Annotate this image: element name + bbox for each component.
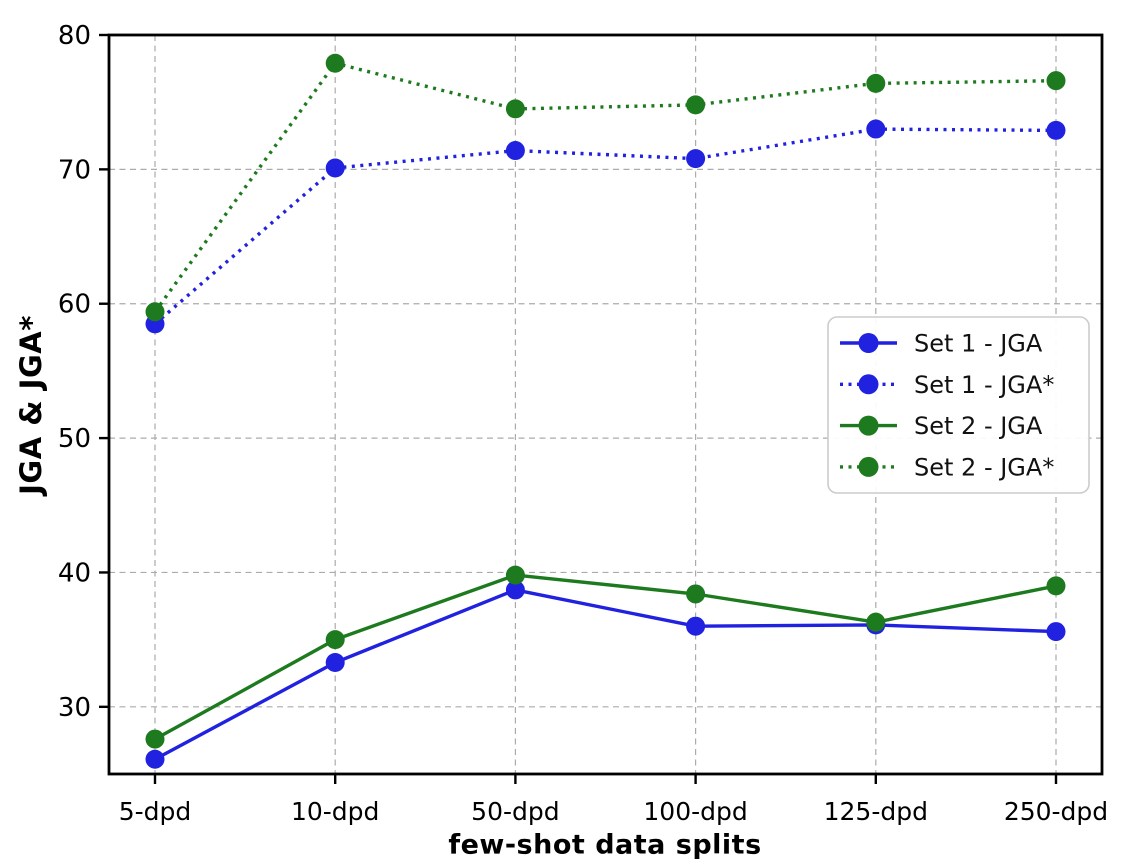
y-tick-label: 50 bbox=[58, 424, 91, 454]
series-line-set-2-jga- bbox=[153, 61, 1057, 313]
data-point bbox=[1046, 120, 1066, 140]
legend-sample-marker bbox=[858, 333, 879, 353]
data-point bbox=[325, 652, 345, 672]
data-point bbox=[325, 630, 345, 650]
x-tick-label: 5-dpd bbox=[119, 797, 192, 826]
y-tick-label: 30 bbox=[58, 693, 91, 723]
legend-sample-marker bbox=[858, 374, 879, 395]
x-tick-label: 250-dpd bbox=[1004, 797, 1108, 826]
data-point bbox=[505, 580, 525, 600]
series-line-set-2-jga bbox=[154, 573, 1057, 741]
x-axis-label: few-shot data splits bbox=[448, 829, 762, 861]
x-tick-label: 125-dpd bbox=[824, 797, 928, 826]
data-point bbox=[686, 149, 706, 169]
data-point bbox=[505, 141, 525, 161]
legend-item-label: Set 2 - JGA bbox=[914, 412, 1043, 440]
y-tick-label: 40 bbox=[58, 558, 91, 588]
data-point bbox=[325, 158, 345, 178]
series-line-set-1-jga bbox=[154, 588, 1057, 761]
data-point bbox=[145, 729, 165, 749]
data-point bbox=[866, 612, 886, 632]
y-tick-label: 80 bbox=[58, 21, 91, 51]
data-point bbox=[686, 584, 706, 604]
x-tick-label: 50-dpd bbox=[471, 797, 559, 826]
y-tick-label: 70 bbox=[58, 155, 91, 185]
x-tick-label: 10-dpd bbox=[291, 797, 379, 826]
series-line-set-1-jga- bbox=[153, 127, 1057, 326]
data-point bbox=[505, 99, 525, 119]
data-point bbox=[1046, 71, 1066, 91]
legend-box bbox=[827, 316, 1090, 494]
y-axis-label: JGA & JGA* bbox=[14, 315, 48, 495]
legend-item-label: Set 1 - JGA* bbox=[914, 371, 1054, 399]
data-point bbox=[866, 73, 886, 93]
y-tick-label: 60 bbox=[58, 290, 91, 320]
data-point bbox=[686, 95, 706, 115]
data-point bbox=[145, 749, 165, 769]
data-point bbox=[866, 119, 886, 139]
legend-sample-marker bbox=[858, 415, 879, 436]
data-point bbox=[686, 616, 706, 636]
legend-item-label: Set 1 - JGA bbox=[914, 330, 1043, 358]
data-point bbox=[1046, 622, 1066, 642]
legend-item-label: Set 2 - JGA* bbox=[914, 453, 1054, 481]
data-point bbox=[325, 53, 345, 73]
x-tick-label: 100-dpd bbox=[643, 797, 747, 826]
legend-sample-marker bbox=[858, 456, 879, 477]
data-point bbox=[1046, 576, 1066, 596]
data-point bbox=[145, 302, 165, 322]
data-point bbox=[505, 565, 525, 585]
plot-border bbox=[107, 33, 1104, 776]
